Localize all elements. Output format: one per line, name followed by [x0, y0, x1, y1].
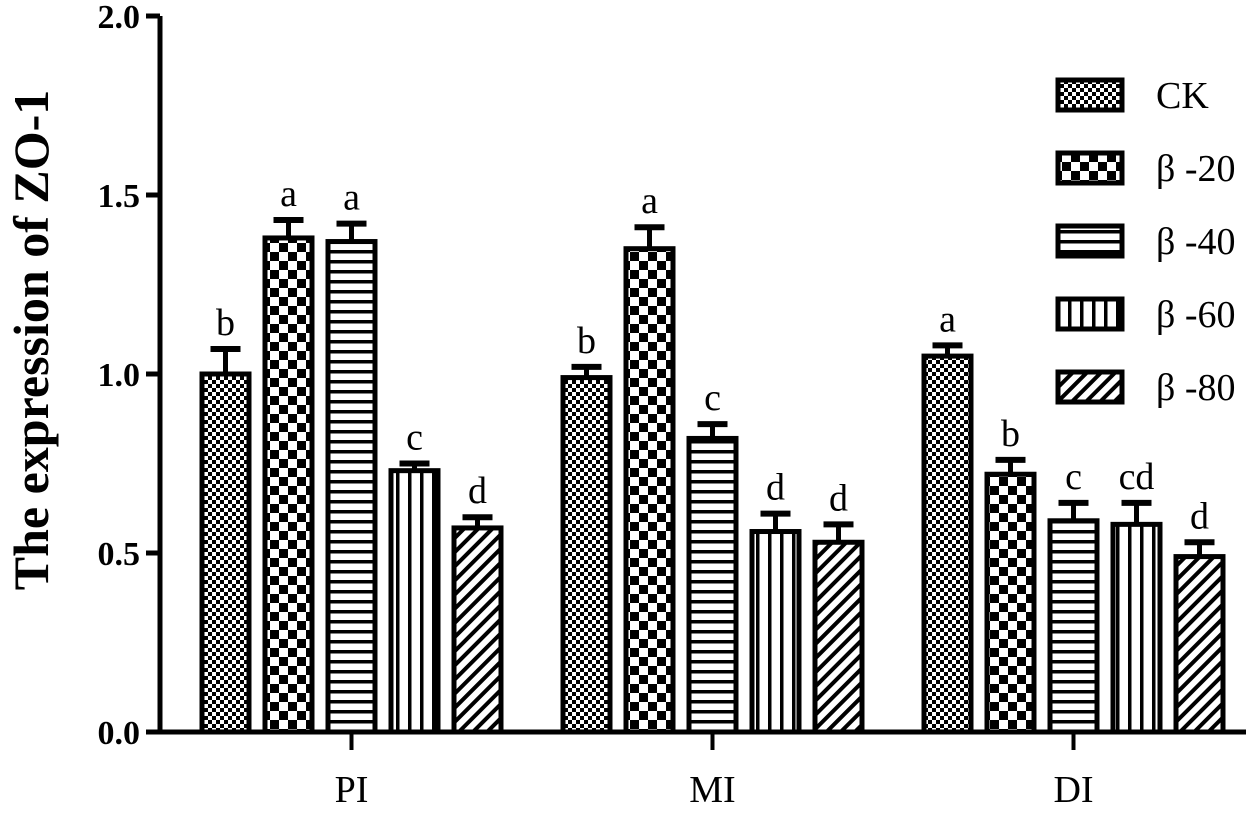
legend-swatch [1055, 77, 1125, 113]
y-tick-label: 1.0 [98, 357, 141, 394]
x-category-label: DI [1053, 769, 1093, 811]
legend-label: CK [1156, 75, 1209, 117]
legend-swatch [1055, 369, 1125, 405]
y-tick-label: 1.5 [98, 178, 141, 215]
legend-swatch [1055, 296, 1125, 332]
x-category-label: PI [335, 769, 369, 811]
y-axis-label: The expression of ZO-1 [3, 90, 59, 591]
bar-60-mi [749, 529, 802, 735]
significance-label: cd [1119, 456, 1155, 498]
bar-40-di [1047, 518, 1100, 735]
legend-swatch [1055, 223, 1125, 259]
legend-swatch [1055, 150, 1125, 186]
bar-80-mi [812, 539, 865, 735]
legend-label: β -40 [1156, 221, 1236, 263]
y-tick-label: 2.0 [98, 0, 141, 36]
significance-label: a [343, 177, 360, 219]
significance-label: c [406, 417, 423, 459]
bar-20-mi [623, 246, 676, 735]
bar-ck-mi [560, 375, 613, 735]
bar-20-di [984, 471, 1037, 735]
bar-40-pi [325, 239, 378, 735]
significance-label: b [1001, 413, 1020, 455]
bar-40-mi [686, 435, 739, 735]
bar-80-pi [451, 525, 504, 735]
x-category-label: MI [689, 769, 735, 811]
significance-label: d [1190, 495, 1209, 537]
significance-label: d [766, 467, 785, 509]
bar-20-pi [262, 235, 315, 735]
legend-label: β -20 [1156, 148, 1236, 190]
legend-label: β -80 [1156, 367, 1236, 409]
bar-60-di [1110, 521, 1163, 735]
significance-label: b [216, 302, 235, 344]
significance-label: a [280, 173, 297, 215]
y-tick-label: 0.5 [98, 536, 141, 573]
significance-label: a [939, 298, 956, 340]
significance-label: b [577, 320, 596, 362]
significance-label: d [829, 477, 848, 519]
significance-label: a [641, 180, 658, 222]
significance-label: c [1065, 456, 1082, 498]
bar-ck-di [921, 353, 974, 735]
bar-60-pi [388, 468, 441, 735]
significance-label: d [468, 470, 487, 512]
significance-label: c [704, 377, 721, 419]
legend-label: β -60 [1156, 294, 1236, 336]
bar-ck-pi [199, 371, 252, 735]
y-tick-label: 0.0 [98, 715, 141, 752]
bar-80-di [1173, 554, 1226, 735]
legend: CK β -20 β -40 β -60 β -80 [1055, 75, 1236, 409]
